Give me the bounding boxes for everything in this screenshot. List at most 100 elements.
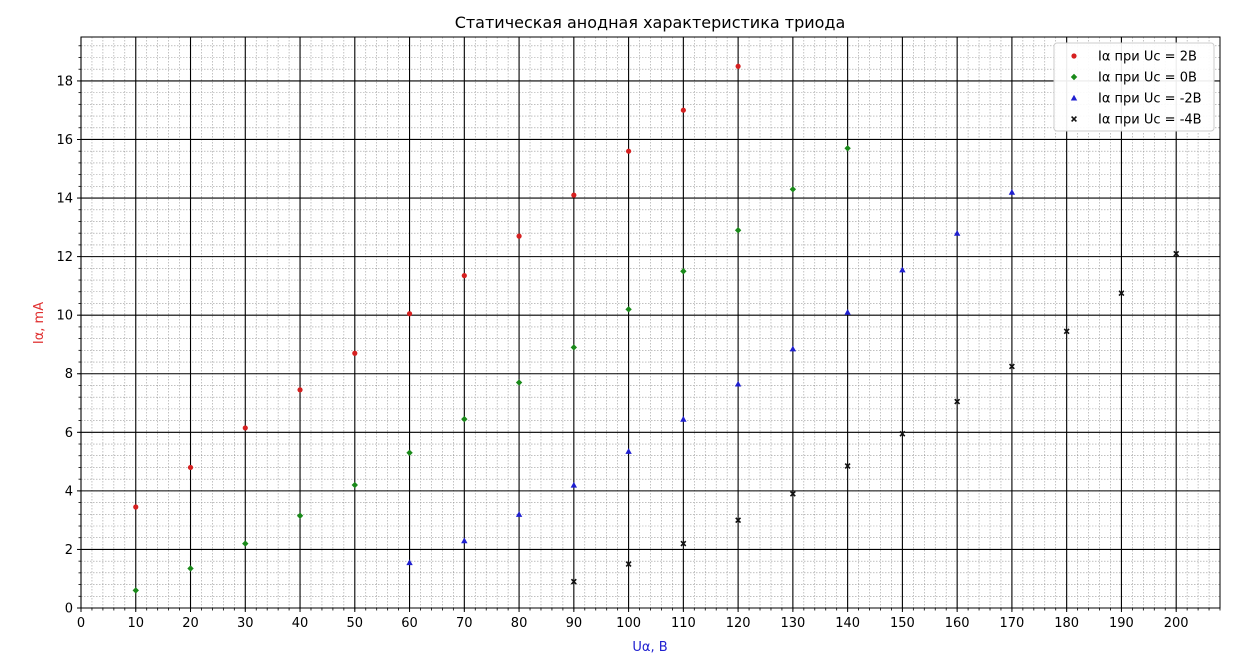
x-tick-label: 20 bbox=[182, 616, 199, 631]
x-tick-label: 0 bbox=[77, 616, 85, 631]
y-tick-label: 0 bbox=[65, 602, 73, 617]
series-2 bbox=[132, 145, 851, 594]
x-tick-label: 180 bbox=[1054, 616, 1079, 631]
data-point bbox=[187, 464, 194, 471]
data-point bbox=[953, 229, 961, 236]
legend-label: Iα при Uc = 0B bbox=[1098, 71, 1197, 86]
data-point bbox=[132, 587, 139, 594]
x-tick-label: 70 bbox=[456, 616, 473, 631]
data-point bbox=[351, 481, 358, 489]
legend-marker bbox=[1070, 73, 1078, 81]
tick-labels: 0 10 20 30 40 50 60 70 80 90 100 110 120 130 140 150 160… bbox=[56, 74, 1188, 631]
data-point bbox=[844, 309, 851, 315]
legend-label: Iα при Uc = 2B bbox=[1098, 50, 1197, 65]
data-point bbox=[570, 481, 578, 488]
x-tick-label: 50 bbox=[347, 616, 364, 631]
x-tick-label: 120 bbox=[726, 616, 751, 631]
y-tick-label: 18 bbox=[56, 74, 73, 89]
data-point bbox=[242, 425, 248, 431]
x-tick-label: 10 bbox=[127, 616, 144, 631]
x-tick-label: 160 bbox=[945, 616, 970, 631]
legend-marker bbox=[1071, 53, 1077, 59]
data-point bbox=[735, 517, 742, 524]
legend-box bbox=[1053, 42, 1215, 132]
x-tick-label: 80 bbox=[511, 616, 528, 631]
data-point bbox=[461, 537, 468, 544]
legend-entries: Iα при Uc = 2B Iα при Uc = 0B Iα при Uc = … bbox=[1070, 50, 1202, 128]
data-points bbox=[132, 63, 1180, 594]
x-tick-label: 170 bbox=[999, 616, 1024, 631]
series-3 bbox=[406, 188, 1016, 566]
plot-area-frame bbox=[80, 36, 1221, 609]
data-point bbox=[406, 449, 413, 457]
series-1 bbox=[133, 63, 741, 510]
data-point bbox=[1008, 188, 1016, 195]
data-point bbox=[680, 107, 686, 113]
legend: Iα при Uc = 2B Iα при Uc = 0B Iα при Uc = … bbox=[1053, 42, 1215, 132]
y-tick-label: 12 bbox=[56, 250, 73, 265]
x-tick-label: 30 bbox=[237, 616, 254, 631]
y-tick-label: 4 bbox=[65, 484, 73, 499]
data-point bbox=[734, 227, 742, 234]
y-tick-label: 10 bbox=[56, 309, 73, 324]
x-tick-label: 140 bbox=[835, 616, 860, 631]
x-tick-label: 110 bbox=[671, 616, 696, 631]
data-point bbox=[297, 387, 303, 393]
x-tick-label: 60 bbox=[401, 616, 418, 631]
y-axis-label: Iα, mA bbox=[32, 302, 47, 344]
data-point bbox=[1008, 363, 1015, 370]
data-point bbox=[515, 511, 523, 517]
data-point bbox=[734, 380, 742, 387]
legend-marker bbox=[1070, 94, 1078, 101]
data-point bbox=[680, 540, 687, 547]
data-point bbox=[571, 192, 577, 198]
x-tick-label: 200 bbox=[1164, 616, 1189, 631]
data-point bbox=[296, 512, 304, 519]
data-point bbox=[406, 559, 413, 566]
legend-marker bbox=[1071, 116, 1077, 122]
data-point bbox=[461, 273, 467, 279]
y-tick-label: 2 bbox=[65, 543, 73, 558]
data-point bbox=[406, 311, 413, 317]
data-point bbox=[570, 344, 578, 351]
data-point bbox=[735, 63, 741, 69]
data-point bbox=[515, 379, 523, 386]
data-point bbox=[789, 345, 797, 352]
y-tick-label: 8 bbox=[65, 367, 73, 382]
data-point bbox=[1118, 290, 1125, 297]
data-point bbox=[680, 415, 687, 422]
data-point bbox=[899, 430, 906, 437]
data-point bbox=[352, 350, 358, 356]
x-tick-label: 190 bbox=[1109, 616, 1134, 631]
x-tick-label: 40 bbox=[292, 616, 309, 631]
data-point bbox=[625, 448, 632, 454]
data-point bbox=[844, 463, 851, 469]
x-tick-label: 100 bbox=[616, 616, 641, 631]
x-axis-label: Uα, B bbox=[632, 640, 667, 655]
data-point bbox=[899, 266, 906, 273]
data-point bbox=[461, 415, 468, 423]
data-point bbox=[187, 565, 194, 572]
data-point bbox=[625, 561, 632, 568]
data-point bbox=[844, 145, 851, 152]
x-tick-label: 150 bbox=[890, 616, 915, 631]
y-tick-label: 16 bbox=[56, 133, 73, 148]
data-point bbox=[1173, 250, 1180, 257]
data-point bbox=[680, 268, 687, 275]
data-point bbox=[789, 186, 797, 193]
data-point bbox=[516, 233, 522, 239]
data-point bbox=[789, 490, 796, 497]
data-point bbox=[242, 540, 249, 547]
series-4 bbox=[570, 250, 1180, 585]
y-tick-label: 6 bbox=[65, 426, 73, 441]
legend-label: Iα при Uc = -2B bbox=[1098, 92, 1202, 107]
data-point bbox=[625, 306, 632, 313]
data-point bbox=[1063, 328, 1070, 335]
legend-label: Iα при Uc = -4B bbox=[1098, 113, 1202, 128]
data-point bbox=[954, 398, 961, 405]
data-point bbox=[133, 504, 139, 510]
x-tick-label: 90 bbox=[566, 616, 583, 631]
x-tick-label: 130 bbox=[780, 616, 805, 631]
